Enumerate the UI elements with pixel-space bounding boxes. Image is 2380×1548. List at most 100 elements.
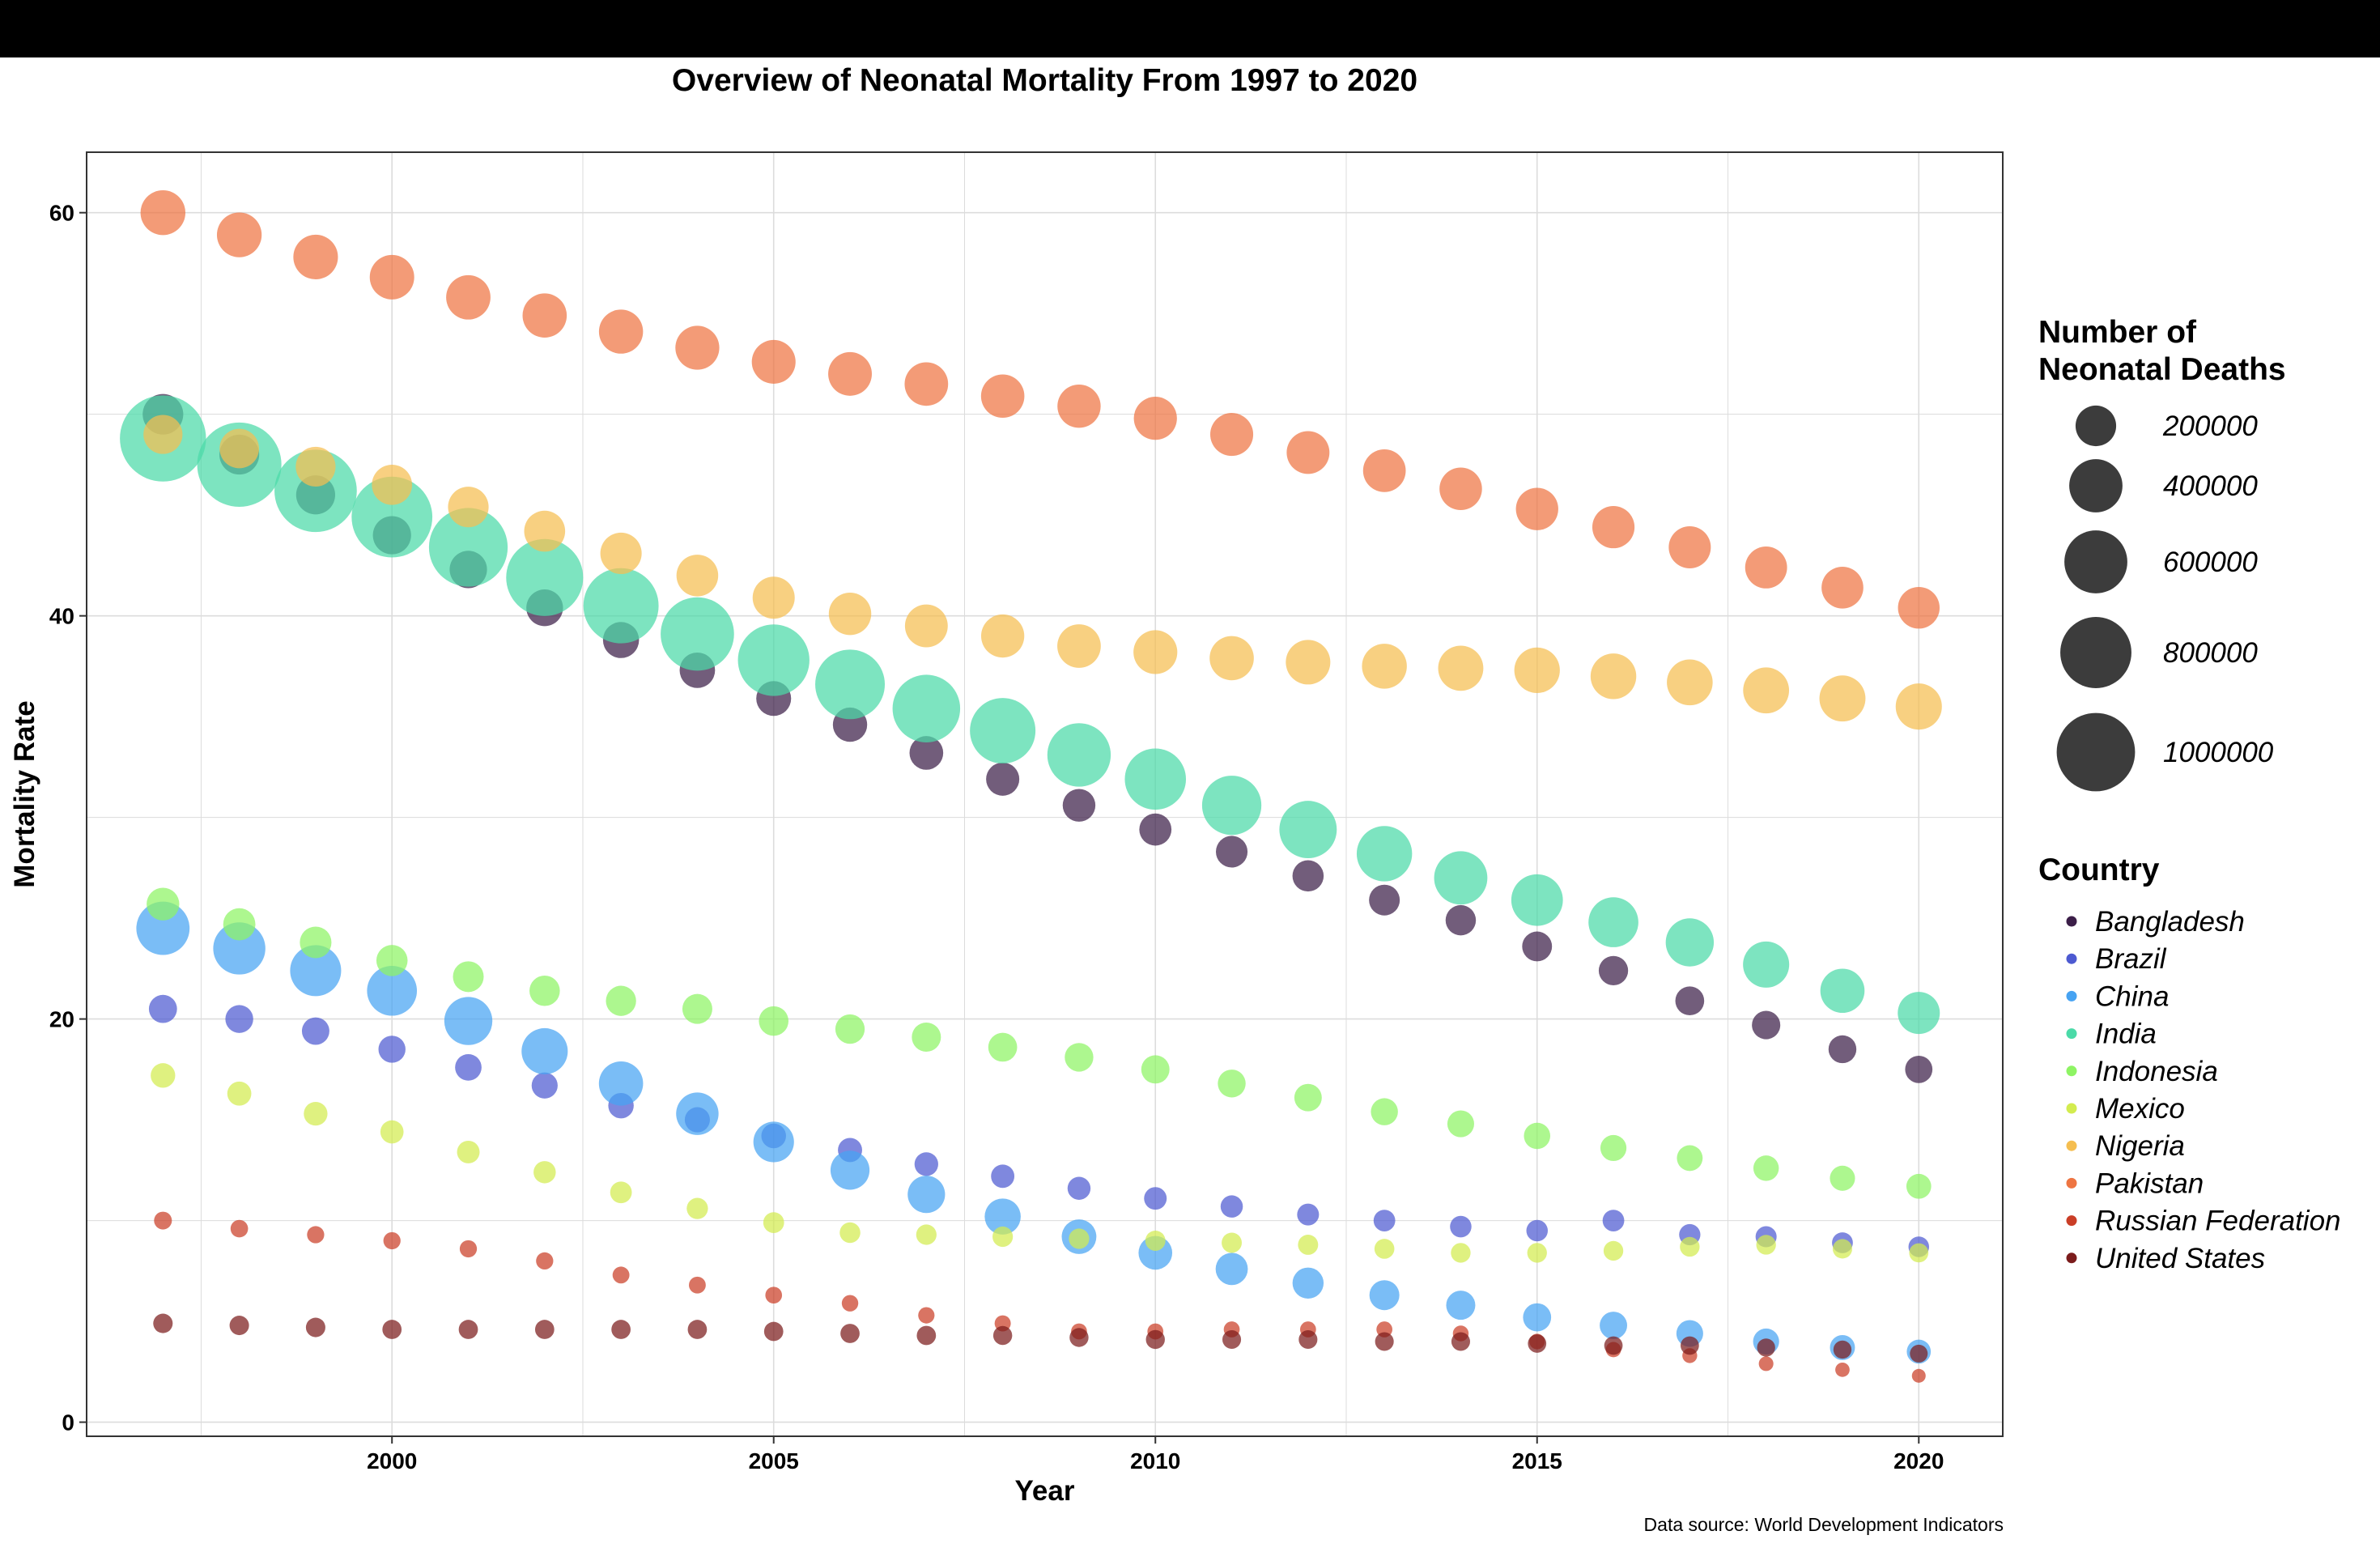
point-china-1998 [213, 922, 266, 975]
point-united-states-2014 [1451, 1332, 1470, 1351]
point-bangladesh-2019 [1828, 1035, 1857, 1064]
point-nigeria-1998 [219, 428, 259, 469]
color-legend-key [2066, 1252, 2077, 1264]
point-brazil-2002 [531, 1072, 558, 1099]
point-bangladesh-2010 [1139, 813, 1172, 846]
point-indonesia-1999 [300, 926, 332, 959]
point-russian-federation-2020 [1911, 1368, 1926, 1383]
point-nigeria-2013 [1362, 644, 1407, 689]
size-legend-key [2075, 405, 2117, 447]
size-legend-key [2056, 712, 2136, 792]
point-nigeria-2008 [980, 614, 1025, 658]
point-china-2000 [367, 965, 418, 1016]
point-united-states-2006 [840, 1324, 860, 1343]
point-indonesia-2002 [529, 975, 560, 1006]
size-legend-key [2060, 617, 2131, 688]
point-nigeria-2001 [448, 487, 489, 528]
point-nigeria-2005 [752, 576, 795, 619]
point-pakistan-2017 [1668, 526, 1711, 568]
point-united-states-2013 [1375, 1332, 1394, 1351]
point-united-states-2007 [916, 1325, 937, 1346]
axes: 0 20 40 60 2000 2005 2010 2015 2020 [49, 201, 1944, 1474]
point-mexico-1997 [151, 1063, 176, 1088]
point-pakistan-2009 [1057, 385, 1101, 428]
point-indonesia-2014 [1447, 1110, 1474, 1138]
color-legend-label: Mexico [2095, 1093, 2185, 1125]
point-pakistan-2005 [751, 339, 796, 384]
point-indonesia-2015 [1524, 1122, 1551, 1150]
size-legend-title: Neonatal Deaths [2038, 352, 2286, 387]
series-indonesia [147, 887, 1932, 1199]
color-legend-key [2066, 1103, 2077, 1114]
size-legend-key [2069, 459, 2123, 512]
size-legend-label: 800000 [2163, 637, 2258, 669]
point-mexico-2012 [1298, 1235, 1319, 1255]
point-bangladesh-2009 [1062, 789, 1096, 822]
point-bangladesh-2007 [909, 736, 944, 770]
point-pakistan-1997 [140, 189, 186, 236]
point-india-2003 [583, 568, 659, 644]
point-china-2008 [984, 1198, 1021, 1235]
point-pakistan-1999 [293, 234, 338, 280]
point-china-2001 [444, 997, 493, 1045]
color-legend-key [2066, 1177, 2077, 1189]
point-indonesia-2001 [453, 961, 484, 993]
point-pakistan-2000 [369, 254, 414, 300]
point-india-2020 [1898, 992, 1940, 1035]
series-pakistan [140, 189, 1940, 629]
point-bangladesh-2016 [1598, 955, 1629, 985]
point-united-states-1999 [305, 1317, 325, 1337]
point-bangladesh-2011 [1215, 836, 1248, 868]
point-brazil-1997 [148, 994, 177, 1023]
point-nigeria-2007 [904, 604, 948, 648]
point-nigeria-2011 [1209, 636, 1254, 681]
point-indonesia-2009 [1065, 1043, 1094, 1072]
point-pakistan-2012 [1286, 431, 1330, 474]
point-russian-federation-1997 [154, 1211, 172, 1230]
point-united-states-1997 [153, 1313, 173, 1333]
y-axis-label: Mortality Rate [9, 700, 40, 887]
point-pakistan-2008 [980, 374, 1025, 419]
size-legend-label: 1000000 [2163, 737, 2274, 768]
point-united-states-2018 [1757, 1338, 1775, 1357]
point-brazil-2001 [455, 1054, 482, 1081]
point-china-1999 [290, 945, 342, 997]
series-mexico [151, 1063, 1929, 1263]
point-china-2011 [1215, 1252, 1248, 1286]
point-mexico-2008 [992, 1226, 1014, 1248]
point-mexico-2006 [839, 1222, 861, 1244]
point-russian-federation-2018 [1758, 1356, 1774, 1372]
point-indonesia-2017 [1677, 1145, 1703, 1172]
point-china-2015 [1523, 1303, 1552, 1332]
point-nigeria-2000 [372, 464, 413, 505]
point-russian-federation-2000 [383, 1231, 401, 1250]
point-india-2000 [351, 476, 433, 558]
size-legend-label: 600000 [2163, 546, 2258, 578]
color-legend: Country Bangladesh Brazil China India Indone… [2038, 853, 2341, 1274]
point-mexico-2013 [1374, 1239, 1395, 1259]
point-bangladesh-2012 [1292, 860, 1324, 892]
point-brazil-2008 [991, 1164, 1015, 1189]
point-nigeria-2003 [600, 532, 642, 575]
point-india-2016 [1588, 897, 1638, 947]
point-indonesia-2020 [1906, 1173, 1932, 1199]
point-nigeria-2010 [1133, 630, 1178, 674]
point-brazil-2010 [1144, 1187, 1167, 1210]
y-tick-label: 40 [49, 604, 74, 629]
color-legend-label: India [2095, 1019, 2157, 1050]
point-mexico-2020 [1909, 1243, 1929, 1263]
point-brazil-2016 [1602, 1210, 1625, 1231]
point-china-2014 [1446, 1291, 1476, 1320]
point-indonesia-2010 [1141, 1055, 1170, 1084]
point-pakistan-2013 [1362, 449, 1406, 492]
point-indonesia-1997 [147, 887, 180, 921]
point-pakistan-2002 [522, 293, 567, 338]
point-mexico-2017 [1680, 1236, 1700, 1257]
point-brazil-2014 [1450, 1215, 1472, 1238]
point-china-2002 [521, 1027, 568, 1074]
color-legend-key [2066, 1140, 2077, 1151]
point-united-states-2002 [534, 1320, 555, 1339]
point-pakistan-2014 [1439, 467, 1482, 511]
point-india-2004 [661, 597, 734, 671]
